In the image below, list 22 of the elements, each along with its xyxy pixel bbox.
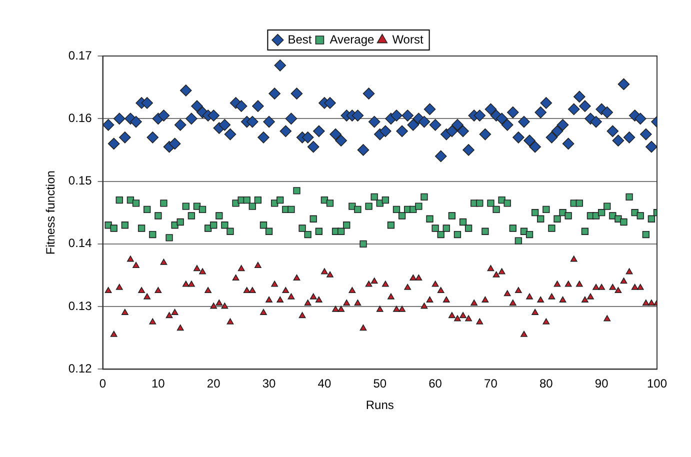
x-tick-label: 0 [99, 376, 106, 391]
y-tick-label: 0.12 [68, 362, 92, 376]
x-tick-label: 70 [484, 376, 498, 391]
legend-label: Best [288, 32, 312, 46]
y-axis-title: Fitness function [44, 170, 58, 255]
y-tick-label: 0.15 [68, 174, 92, 188]
y-tick-label: 0.17 [68, 48, 92, 62]
x-tick-label: 40 [318, 376, 332, 391]
x-tick-label: 80 [539, 376, 554, 391]
x-tick-label: 30 [262, 376, 276, 391]
y-tick-label: 0.16 [68, 110, 92, 125]
x-tick-label: 60 [428, 376, 442, 391]
x-tick-label: 20 [206, 376, 221, 391]
x-tick-label: 90 [594, 376, 609, 391]
legend-label: Worst [392, 32, 424, 46]
x-axis-title: Runs [366, 398, 394, 412]
y-tick-label: 0.13 [68, 298, 92, 313]
legend-label: Average [330, 32, 375, 46]
x-tick-label: 100 [646, 376, 668, 391]
x-tick-label: 10 [152, 376, 166, 391]
y-tick-label: 0.14 [68, 236, 92, 250]
x-tick-label: 50 [373, 376, 387, 391]
